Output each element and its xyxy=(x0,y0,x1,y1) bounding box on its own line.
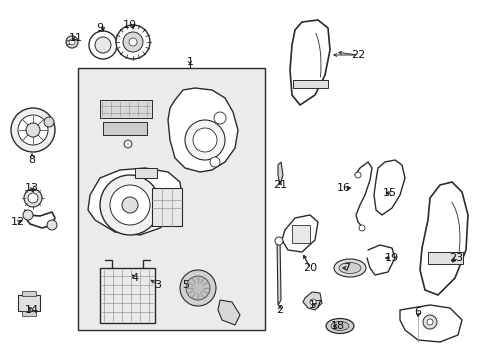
Polygon shape xyxy=(278,162,283,185)
Circle shape xyxy=(110,185,150,225)
Text: 1: 1 xyxy=(186,57,193,67)
Circle shape xyxy=(309,299,315,305)
Text: 21: 21 xyxy=(272,180,286,190)
Circle shape xyxy=(122,197,138,213)
Circle shape xyxy=(28,193,38,203)
Bar xyxy=(291,225,309,243)
Text: 13: 13 xyxy=(25,183,39,193)
Polygon shape xyxy=(373,160,404,215)
Circle shape xyxy=(89,31,117,59)
Bar xyxy=(78,68,264,330)
Bar xyxy=(152,188,182,226)
Circle shape xyxy=(180,270,216,306)
Bar xyxy=(103,122,147,135)
Polygon shape xyxy=(168,88,238,172)
Text: 19: 19 xyxy=(384,253,398,263)
Circle shape xyxy=(123,32,142,52)
Text: 5: 5 xyxy=(182,280,189,290)
Circle shape xyxy=(426,319,432,325)
Polygon shape xyxy=(218,300,240,325)
Ellipse shape xyxy=(333,259,365,277)
Circle shape xyxy=(66,36,78,48)
Circle shape xyxy=(184,120,224,160)
Circle shape xyxy=(354,172,360,178)
Polygon shape xyxy=(303,292,321,310)
Text: 3: 3 xyxy=(154,280,161,290)
Text: 18: 18 xyxy=(330,321,345,331)
Text: 15: 15 xyxy=(382,188,396,198)
Circle shape xyxy=(69,39,75,45)
Text: 14: 14 xyxy=(25,305,39,315)
Circle shape xyxy=(129,38,137,46)
Bar xyxy=(427,252,462,264)
Circle shape xyxy=(18,115,48,145)
Text: 12: 12 xyxy=(11,217,25,227)
Text: 23: 23 xyxy=(448,253,462,263)
Polygon shape xyxy=(88,168,182,235)
Bar xyxy=(66,40,71,44)
Circle shape xyxy=(116,25,150,59)
Text: 2: 2 xyxy=(276,305,283,315)
Circle shape xyxy=(193,128,217,152)
Circle shape xyxy=(358,225,364,231)
Bar xyxy=(18,295,40,311)
Text: 9: 9 xyxy=(96,23,103,33)
Text: 4: 4 xyxy=(131,273,138,283)
Circle shape xyxy=(209,157,220,167)
Text: 8: 8 xyxy=(28,155,36,165)
Circle shape xyxy=(185,276,209,300)
Polygon shape xyxy=(282,215,317,252)
Ellipse shape xyxy=(338,262,360,274)
Bar xyxy=(135,168,157,178)
Polygon shape xyxy=(289,20,329,105)
Circle shape xyxy=(24,189,42,207)
Circle shape xyxy=(422,315,436,329)
Bar xyxy=(100,268,155,323)
Ellipse shape xyxy=(330,321,348,330)
Bar xyxy=(22,311,36,316)
Bar xyxy=(22,291,36,296)
Text: 16: 16 xyxy=(336,183,350,193)
Circle shape xyxy=(26,123,40,137)
Polygon shape xyxy=(419,182,467,295)
Text: 11: 11 xyxy=(69,33,83,43)
Circle shape xyxy=(214,112,225,124)
Ellipse shape xyxy=(325,319,353,333)
Text: 22: 22 xyxy=(350,50,365,60)
Circle shape xyxy=(274,237,283,245)
Text: 17: 17 xyxy=(308,300,323,310)
Text: 10: 10 xyxy=(123,20,137,30)
Polygon shape xyxy=(399,305,461,342)
Polygon shape xyxy=(276,238,281,305)
Circle shape xyxy=(95,37,111,53)
Text: 20: 20 xyxy=(303,263,316,273)
Circle shape xyxy=(100,175,160,235)
Circle shape xyxy=(44,117,54,127)
Bar xyxy=(100,100,152,118)
Circle shape xyxy=(47,220,57,230)
Circle shape xyxy=(23,210,33,220)
Bar xyxy=(292,80,327,88)
Circle shape xyxy=(124,140,132,148)
Text: 7: 7 xyxy=(343,263,350,273)
Text: 6: 6 xyxy=(414,307,421,317)
Circle shape xyxy=(11,108,55,152)
